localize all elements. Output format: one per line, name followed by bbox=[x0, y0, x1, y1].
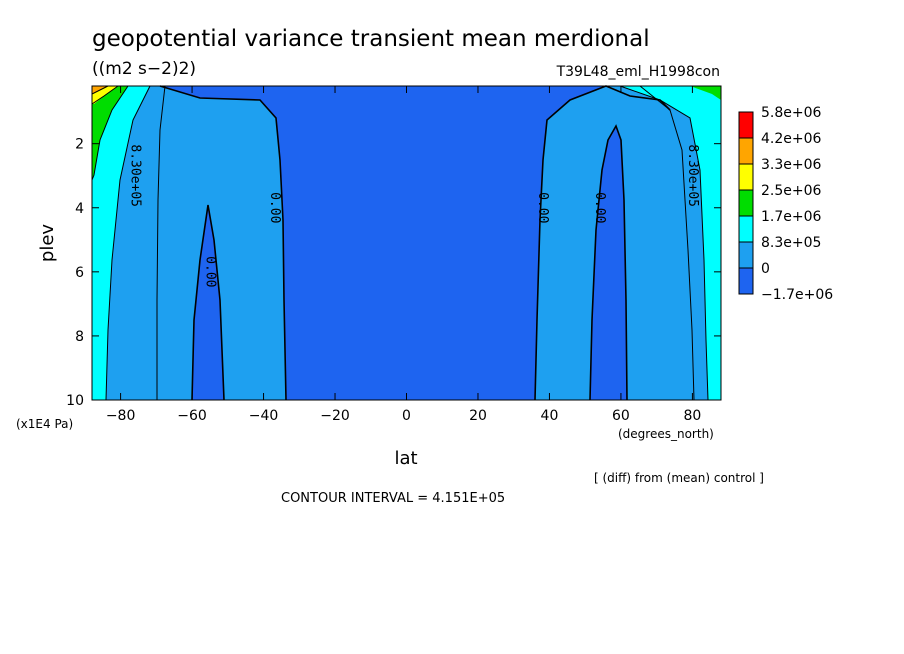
x-tick-label: 80 bbox=[683, 408, 701, 424]
contour-fill-cyan-left bbox=[92, 86, 150, 400]
colorbar-level-label: 8.3e+05 bbox=[761, 235, 821, 251]
contour-interval: CONTOUR INTERVAL = 4.151E+05 bbox=[281, 491, 505, 506]
contour-fill-negative-center bbox=[150, 86, 606, 400]
colorbar-swatch bbox=[738, 267, 754, 295]
diff-note: [ (diff) from (mean) control ] bbox=[594, 471, 764, 485]
contour-line bbox=[619, 85, 709, 401]
contour-line bbox=[589, 124, 628, 401]
x-tick-label: 60 bbox=[612, 408, 630, 424]
contour-label: 8.30e+05 bbox=[685, 144, 700, 207]
contour-label: 0.00 bbox=[202, 256, 217, 287]
colorbar-swatch bbox=[738, 215, 754, 243]
colorbar-level-label: 0 bbox=[761, 261, 770, 277]
contour-label: 0.00 bbox=[535, 192, 550, 223]
contour-label: 0.00 bbox=[592, 192, 607, 223]
colorbar-swatch bbox=[738, 163, 754, 191]
colorbar-swatch bbox=[738, 241, 754, 269]
x-tick-label: −20 bbox=[320, 408, 350, 424]
contour-line bbox=[91, 85, 119, 105]
contour-fill-green-left bbox=[92, 86, 128, 180]
x-axis-label: lat bbox=[394, 448, 417, 469]
contour-line bbox=[91, 85, 109, 95]
x-tick-label: −80 bbox=[106, 408, 136, 424]
contour-fill-cyan-right bbox=[620, 86, 721, 400]
y-axis-units: (x1E4 Pa) bbox=[16, 417, 73, 431]
colorbar-swatch bbox=[738, 137, 754, 165]
x-axis-units: (degrees_north) bbox=[618, 427, 714, 441]
contour-line bbox=[159, 85, 287, 401]
contour-fill-green-right bbox=[690, 86, 721, 100]
x-tick-label: −60 bbox=[177, 408, 207, 424]
colorbar-level-label: 1.7e+06 bbox=[761, 209, 822, 225]
plot-area: 8.30e+05 0.00 0.00 0.00 0.00 8.30e+05 bbox=[91, 85, 722, 401]
contour-line bbox=[191, 204, 225, 401]
contour-line bbox=[534, 85, 671, 401]
contour-line bbox=[639, 85, 695, 401]
colorbar: 5.8e+06 4.2e+06 3.3e+06 2.5e+06 1.7e+06 8.3e+… bbox=[738, 105, 833, 303]
y-tick-label: 6 bbox=[75, 265, 84, 281]
x-tick-label: 0 bbox=[402, 408, 411, 424]
x-tick-label: 20 bbox=[469, 408, 487, 424]
contour-lines bbox=[91, 85, 709, 401]
contour-line bbox=[156, 85, 166, 400]
colorbar-swatch bbox=[738, 111, 754, 139]
contour-label: 0.00 bbox=[267, 192, 282, 223]
x-axis: −80 −60 −40 −20 0 20 40 60 80 bbox=[106, 86, 701, 424]
y-tick-label: 4 bbox=[75, 201, 84, 217]
y-axis: 2 4 6 8 10 bbox=[66, 137, 721, 409]
contour-line bbox=[105, 85, 151, 401]
x-tick-label: −40 bbox=[249, 408, 279, 424]
run-id: T39L48_eml_H1998con bbox=[556, 64, 720, 80]
contour-label: 8.30e+05 bbox=[127, 144, 142, 207]
y-axis-label: plev bbox=[37, 224, 58, 263]
contour-line bbox=[91, 85, 129, 181]
colorbar-level-label: 3.3e+06 bbox=[761, 157, 822, 173]
colorbar-swatch bbox=[738, 189, 754, 217]
y-tick-label: 8 bbox=[75, 329, 84, 345]
contour-fill-negative-right bbox=[590, 126, 627, 400]
y-tick-label: 10 bbox=[66, 393, 84, 409]
contour-labels: 8.30e+05 0.00 0.00 0.00 0.00 8.30e+05 bbox=[127, 144, 700, 287]
chart-title: geopotential variance transient mean mer… bbox=[92, 26, 650, 52]
colorbar-level-label: −1.7e+06 bbox=[761, 287, 833, 303]
colorbar-level-label: 4.2e+06 bbox=[761, 131, 822, 147]
colorbar-level-label: 5.8e+06 bbox=[761, 105, 822, 121]
chart-units: ((m2 s−2)2) bbox=[92, 59, 196, 79]
x-tick-label: 40 bbox=[541, 408, 559, 424]
contour-fill-negative-left bbox=[192, 205, 224, 400]
colorbar-level-label: 2.5e+06 bbox=[761, 183, 822, 199]
y-tick-label: 2 bbox=[75, 137, 84, 153]
